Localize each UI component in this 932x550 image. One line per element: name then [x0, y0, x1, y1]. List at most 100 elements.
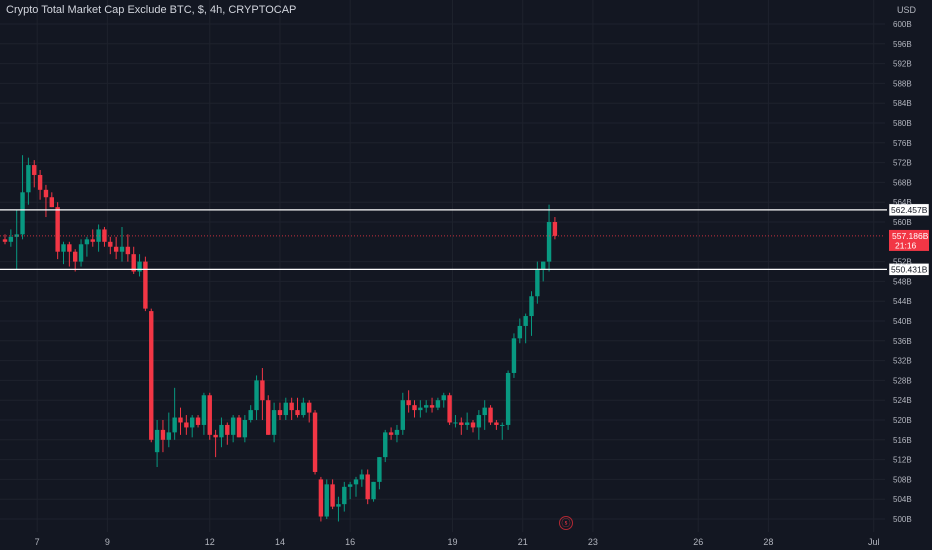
candle: [529, 291, 534, 336]
y-tick-label: 536B: [893, 337, 912, 346]
x-tick-label: Jul: [868, 537, 880, 547]
candle: [447, 392, 452, 425]
price-axis[interactable]: USD 600B 596B 592B 588B 584B 580B 576B 572B 568B 5…: [893, 5, 917, 524]
candle: [400, 392, 405, 435]
candle: [49, 192, 54, 208]
candle: [219, 417, 224, 448]
candle-body: [541, 261, 546, 270]
candle-body: [207, 395, 212, 435]
candle-body: [201, 395, 207, 425]
candle: [312, 410, 318, 475]
candle: [119, 226, 125, 262]
time-axis[interactable]: 7 9 12 14 16 19 21 23 26 28 Jul: [35, 537, 880, 547]
x-tick-label: 23: [588, 537, 598, 547]
candle-body: [96, 229, 101, 242]
candle-body: [20, 192, 25, 235]
candle: [43, 184, 49, 218]
candle-body: [219, 424, 224, 438]
candle: [20, 155, 25, 240]
candle: [500, 422, 505, 440]
y-tick-label: 600B: [893, 20, 912, 29]
candle: [324, 479, 329, 519]
candle: [429, 397, 435, 413]
candle: [236, 415, 242, 438]
candle-body: [32, 165, 37, 175]
candle-body: [324, 484, 329, 517]
candle: [289, 397, 294, 420]
candle: [266, 395, 271, 435]
candle-body: [307, 402, 312, 413]
candle: [546, 204, 552, 272]
candle: [441, 392, 446, 408]
candle: [394, 424, 400, 443]
current-price-tag: [889, 229, 929, 251]
candle: [113, 236, 119, 260]
candle-body: [178, 417, 183, 423]
x-tick-label: 21: [518, 537, 528, 547]
candle: [254, 375, 259, 420]
x-tick-label: 14: [275, 537, 285, 547]
candle: [55, 202, 60, 260]
y-tick-label: 560B: [893, 218, 912, 227]
level-price-tag: [888, 203, 930, 217]
candle: [149, 308, 154, 443]
candle: [377, 457, 382, 490]
y-tick-label: 592B: [893, 60, 912, 69]
candle-body: [517, 325, 522, 339]
candle: [453, 415, 458, 428]
candle: [347, 481, 353, 500]
candle-body: [271, 410, 277, 435]
candle: [277, 402, 283, 420]
candle: [295, 397, 300, 418]
y-tick-label: 576B: [893, 139, 912, 148]
candle-body: [67, 244, 72, 252]
candle: [541, 261, 546, 282]
x-tick-label: 7: [35, 537, 40, 547]
candle-body: [535, 269, 540, 297]
candle-body: [552, 222, 558, 236]
candle-body: [429, 405, 435, 408]
level-price-label: 562.457B: [891, 205, 928, 215]
candle-body: [84, 239, 90, 245]
candle: [383, 429, 388, 463]
candle-body: [388, 432, 394, 435]
x-tick-label: 19: [448, 537, 458, 547]
candle-body: [470, 422, 476, 428]
level-price-label: 550.431B: [891, 264, 928, 274]
tradingview-logo-icon[interactable]: ⓢ: [559, 516, 573, 530]
candle: [78, 239, 84, 267]
candle: [301, 397, 306, 418]
candle-body: [61, 244, 66, 252]
candle-body: [73, 251, 78, 262]
candle: [511, 333, 517, 378]
candle-body: [383, 432, 388, 458]
candle-body: [230, 417, 236, 435]
candle-body: [359, 474, 365, 480]
candle-body: [160, 429, 166, 440]
candle: [37, 170, 43, 200]
candle-body: [464, 422, 470, 425]
candle-body: [195, 417, 201, 425]
candle: [459, 417, 464, 435]
candle: [318, 476, 324, 522]
candle: [160, 420, 166, 453]
candle-body: [78, 244, 84, 262]
candle: [476, 410, 482, 440]
candle-body: [400, 400, 405, 430]
candle-body: [406, 400, 411, 406]
candle-body: [90, 239, 95, 242]
candle-body: [131, 254, 136, 272]
candle-body: [14, 234, 19, 237]
candle: [154, 420, 160, 468]
candle-body: [190, 417, 195, 428]
candle-body: [371, 481, 376, 500]
candle-body: [266, 400, 271, 435]
candle: [283, 397, 288, 420]
candle-body: [494, 422, 499, 425]
y-tick-label: 520B: [893, 416, 912, 425]
candle: [248, 405, 253, 423]
candle-body: [318, 479, 324, 517]
candle: [61, 241, 66, 265]
